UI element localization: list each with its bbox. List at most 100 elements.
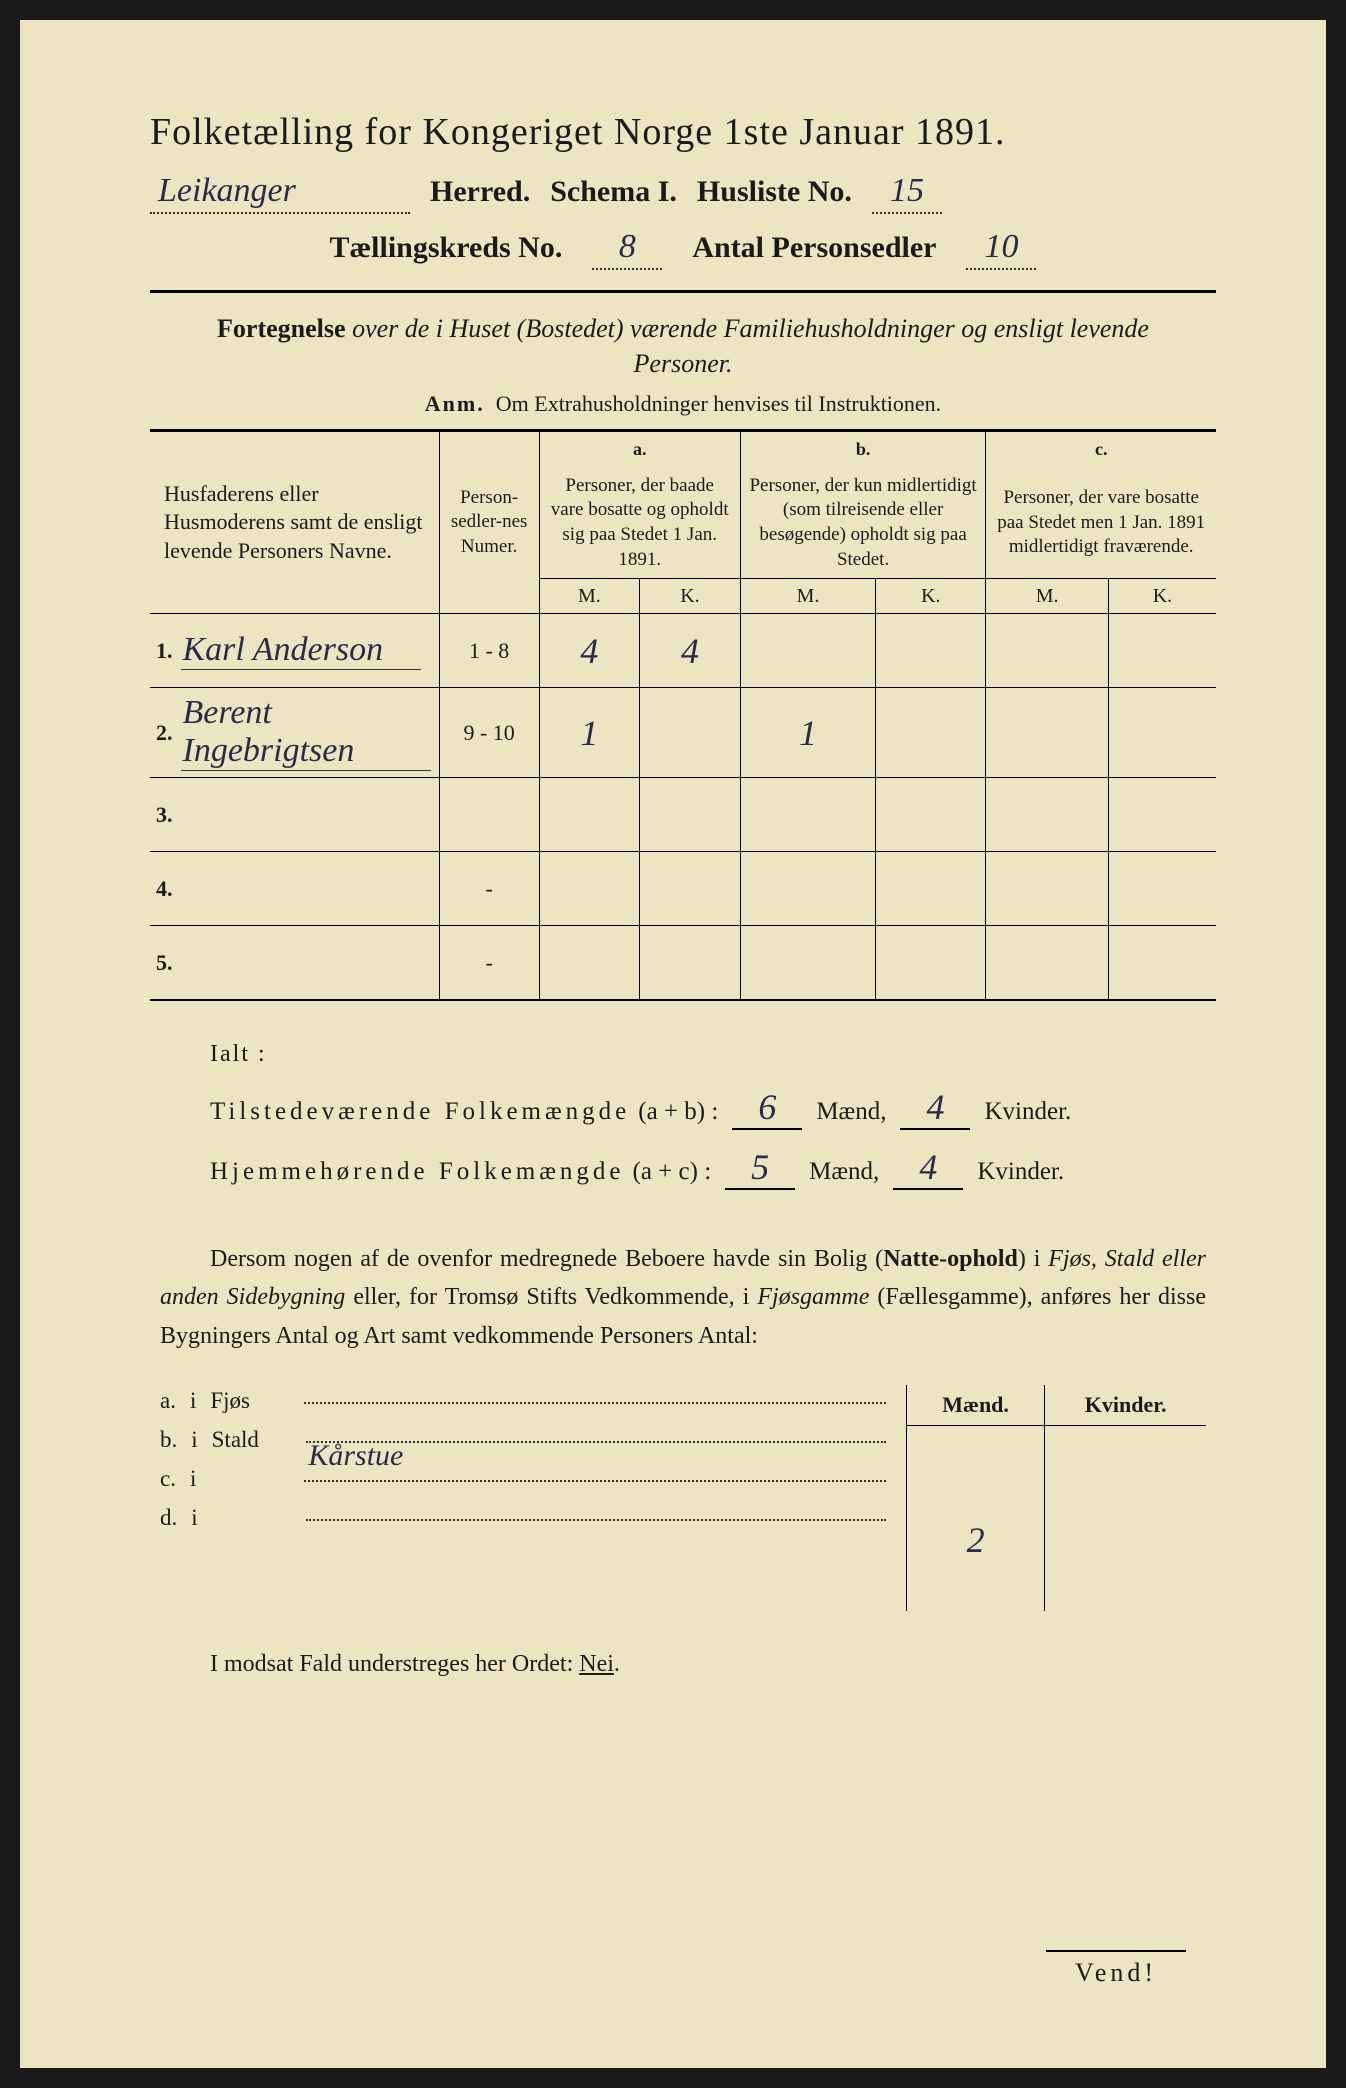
- side-building-list: a.iFjøsb.iStaldc.iKårstued.i: [160, 1385, 886, 1611]
- row1-m: 6: [732, 1086, 802, 1130]
- divider: [150, 290, 1216, 293]
- row-sedler: -: [439, 926, 539, 1000]
- row-c-m: [986, 926, 1108, 1000]
- sb-k: [1045, 1513, 1206, 1567]
- row-name: [181, 926, 440, 1000]
- sb-m: [907, 1469, 1045, 1513]
- maend-label: Mænd,: [816, 1098, 886, 1126]
- row-a-k: [640, 852, 741, 926]
- header-row-1: Leikanger Herred. Schema I. Husliste No.…: [150, 172, 1216, 214]
- b-m-header: M.: [740, 579, 876, 614]
- row-a-k: 4: [640, 614, 741, 688]
- row-c-k: [1108, 778, 1216, 852]
- antal-field: 10: [966, 228, 1036, 270]
- row-b-m: [740, 614, 876, 688]
- sb-k: [1045, 1567, 1206, 1611]
- row2-k: 4: [893, 1146, 963, 1190]
- sb-i: i: [191, 1505, 197, 1531]
- sb-mk-row: [907, 1425, 1207, 1469]
- row-c-m: [986, 778, 1108, 852]
- sb-letter: d.: [160, 1505, 177, 1531]
- row-number: 4.: [150, 852, 181, 926]
- vend-label: Vend!: [1046, 1950, 1186, 1988]
- schema-label: Schema I.: [550, 175, 677, 209]
- row-sedler: [439, 778, 539, 852]
- sb-i: i: [190, 1466, 196, 1492]
- col-c-text: Personer, der vare bosatte paa Stedet me…: [986, 468, 1216, 579]
- col-a-text: Personer, der baade vare bosatte og opho…: [539, 468, 740, 579]
- totals-row-2: Hjemmehørende Folkemængde (a + c) : 5 Mæ…: [210, 1146, 1216, 1190]
- sb-m: [907, 1425, 1045, 1469]
- totals-block: Ialt : Tilstedeværende Folkemængde (a + …: [210, 1041, 1216, 1190]
- husliste-label: Husliste No.: [697, 175, 852, 209]
- side-building-paragraph: Dersom nogen af de ovenfor medregnede Be…: [160, 1240, 1206, 1355]
- sb-m: [907, 1567, 1045, 1611]
- sb-kvinder-header: Kvinder.: [1045, 1385, 1206, 1425]
- table-row: 2.Berent Ingebrigtsen9 - 1011: [150, 688, 1216, 778]
- col-b-text: Personer, der kun midlertidigt (som tilr…: [740, 468, 986, 579]
- row-sedler: -: [439, 852, 539, 926]
- kvinder-label-2: Kvinder.: [977, 1158, 1064, 1186]
- ialt-label: Ialt :: [210, 1041, 1216, 1068]
- col-a-label: a.: [539, 431, 740, 468]
- row-a-m: [539, 926, 640, 1000]
- antal-label: Antal Personsedler: [692, 231, 936, 265]
- row-a-k: [640, 688, 741, 778]
- row-number: 2.: [150, 688, 181, 778]
- herred-field: Leikanger: [150, 172, 410, 214]
- row-sedler: 1 - 8: [439, 614, 539, 688]
- row-a-m: 1: [539, 688, 640, 778]
- anm-text: Om Extrahusholdninger henvises til Instr…: [496, 391, 941, 416]
- herred-label: Herred.: [430, 175, 530, 209]
- col-c-label: c.: [986, 431, 1216, 468]
- subtitle-rest: over de i Huset (Bostedet) værende Famil…: [346, 314, 1149, 378]
- sb-letter: b.: [160, 1427, 177, 1453]
- c-k-header: K.: [1108, 579, 1216, 614]
- row-a-m: [539, 852, 640, 926]
- table-row: 1.Karl Anderson1 - 844: [150, 614, 1216, 688]
- col-names-header: Husfaderens eller Husmoderens samt de en…: [150, 431, 439, 614]
- row-number: 5.: [150, 926, 181, 1000]
- sb-mk-row: [907, 1469, 1207, 1513]
- husliste-field: 15: [872, 172, 942, 214]
- sb-dots: Kårstue: [304, 1459, 886, 1482]
- row-number: 3.: [150, 778, 181, 852]
- row-c-m: [986, 614, 1108, 688]
- row-a-k: [640, 778, 741, 852]
- row-name: Berent Ingebrigtsen: [181, 688, 440, 778]
- row-c-m: [986, 852, 1108, 926]
- side-building-row: c.iKårstue: [160, 1463, 886, 1492]
- household-table: Husfaderens eller Husmoderens samt de en…: [150, 429, 1216, 1001]
- row-name: [181, 852, 440, 926]
- table-row: 3.: [150, 778, 1216, 852]
- anm-label: Anm.: [425, 391, 485, 416]
- row2-label: Hjemmehørende Folkemængde: [210, 1158, 625, 1186]
- row-name: [181, 778, 440, 852]
- row-c-k: [1108, 614, 1216, 688]
- row-b-m: [740, 778, 876, 852]
- row-b-m: [740, 926, 876, 1000]
- kreds-field: 8: [592, 228, 662, 270]
- side-building-block: a.iFjøsb.iStaldc.iKårstued.i Mænd. Kvind…: [160, 1385, 1206, 1611]
- sb-k: [1045, 1425, 1206, 1469]
- row-b-k: [876, 614, 986, 688]
- a-m-header: M.: [539, 579, 640, 614]
- row-b-k: [876, 926, 986, 1000]
- row-number: 1.: [150, 614, 181, 688]
- sb-i: i: [191, 1427, 197, 1453]
- row-a-m: [539, 778, 640, 852]
- sb-letter: c.: [160, 1466, 176, 1492]
- header-row-2: Tællingskreds No. 8 Antal Personsedler 1…: [150, 228, 1216, 270]
- row1-label: Tilstedeværende Folkemængde: [210, 1098, 630, 1126]
- maend-label-2: Mænd,: [809, 1158, 879, 1186]
- modsat-line: I modsat Fald understreges her Ordet: Ne…: [210, 1651, 1206, 1678]
- row1-k: 4: [900, 1086, 970, 1130]
- subtitle: Fortegnelse over de i Huset (Bostedet) v…: [190, 311, 1176, 381]
- row-a-k: [640, 926, 741, 1000]
- row-sedler: 9 - 10: [439, 688, 539, 778]
- sb-i: i: [190, 1388, 196, 1414]
- sb-k: [1045, 1469, 1206, 1513]
- table-row: 4. -: [150, 852, 1216, 926]
- sb-dots: [306, 1498, 886, 1521]
- row-b-k: [876, 778, 986, 852]
